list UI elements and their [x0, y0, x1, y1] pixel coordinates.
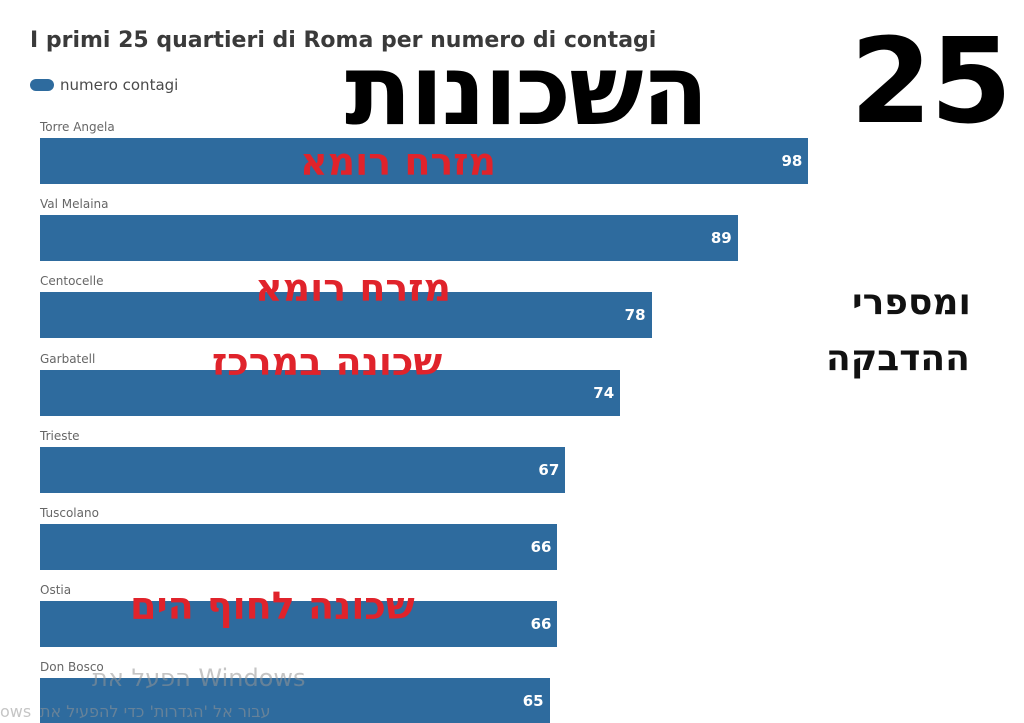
bar — [40, 524, 558, 570]
annotation-central-neighborhood: שכונה במרכז — [212, 340, 443, 384]
category-label: Garbatell — [40, 351, 96, 366]
annotation-east-rome-2: מזרח רומא — [255, 266, 452, 310]
legend-label: numero contagi — [60, 76, 179, 94]
category-label: Val Melaina — [40, 197, 109, 212]
bar — [40, 292, 652, 339]
category-label: Tuscolano — [40, 506, 99, 520]
bar-value-label: 98 — [781, 152, 803, 170]
overlay-number: 25 — [850, 12, 1012, 150]
bar-value-label: 67 — [538, 460, 560, 479]
legend-swatch — [30, 79, 54, 91]
activation-watermark-title: הפעל את Windows — [92, 664, 306, 692]
category-label: Centocelle — [40, 274, 104, 289]
bar-value-label: 78 — [624, 306, 646, 325]
annotation-beach-neighborhood: שכונה לחוף הים — [130, 584, 415, 628]
bar — [40, 601, 558, 648]
category-label: Trieste — [40, 428, 80, 443]
bar-value-label: 74 — [593, 383, 615, 402]
activation-watermark-text: עבור אל 'הגדרות' כדי להפעיל את — [40, 702, 271, 721]
bar-value-label: 65 — [522, 692, 544, 711]
overlay-side-line2: ההדבקה — [826, 338, 970, 379]
bar — [40, 446, 566, 493]
overlay-side-line1: ומספרי — [852, 282, 971, 323]
category-label: Torre Angela — [40, 120, 115, 134]
bar — [40, 369, 621, 416]
bar — [40, 215, 738, 262]
bar-value-label: 66 — [530, 615, 552, 634]
bar — [40, 138, 809, 184]
bar-value-label: 66 — [530, 538, 552, 556]
overlay-heading: השכונות — [345, 34, 709, 148]
annotation-east-rome-1: מזרח רומא — [300, 140, 497, 184]
legend: numero contagi — [30, 76, 178, 94]
category-label: Ostia — [40, 583, 72, 598]
bar — [40, 678, 550, 723]
chart-title: I primi 25 quartieri di Roma per numero … — [30, 28, 657, 53]
bar-value-label: 89 — [710, 229, 732, 248]
category-label: Don Bosco — [40, 660, 104, 675]
activation-watermark-fragment: ows — [0, 702, 32, 721]
